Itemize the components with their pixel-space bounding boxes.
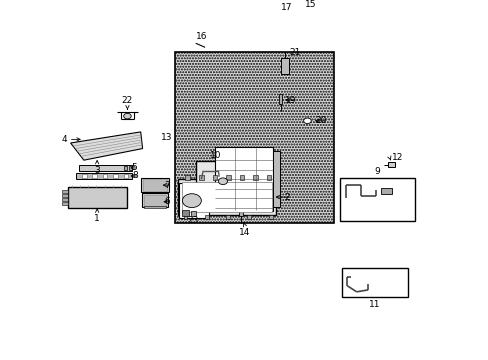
Bar — [226, 215, 229, 219]
Bar — [280, 58, 288, 74]
Bar — [273, 151, 280, 207]
Bar — [178, 179, 276, 215]
Text: 7: 7 — [164, 181, 169, 190]
Circle shape — [303, 118, 311, 123]
Bar — [239, 204, 243, 216]
Bar — [102, 174, 107, 179]
Bar — [62, 190, 68, 193]
Bar — [185, 175, 189, 180]
Bar — [76, 173, 132, 179]
Bar — [143, 195, 166, 206]
Text: 2: 2 — [284, 193, 289, 202]
Text: 14: 14 — [239, 228, 250, 237]
Bar — [381, 188, 391, 194]
Text: 21: 21 — [289, 48, 300, 57]
Text: 23: 23 — [187, 216, 198, 225]
Bar — [144, 206, 165, 208]
Polygon shape — [70, 132, 142, 160]
Text: 20: 20 — [314, 116, 326, 125]
Bar — [92, 174, 97, 179]
Text: 19: 19 — [284, 95, 296, 104]
Bar — [62, 202, 68, 204]
Bar — [175, 51, 333, 223]
Bar — [141, 178, 168, 192]
Bar — [226, 175, 230, 180]
Text: 8: 8 — [132, 171, 138, 180]
Text: 6: 6 — [164, 197, 169, 206]
Circle shape — [123, 113, 131, 119]
Bar — [82, 174, 86, 179]
Text: 16: 16 — [195, 32, 207, 41]
Bar — [247, 215, 251, 219]
Text: 5: 5 — [131, 163, 137, 172]
Bar — [199, 175, 203, 180]
Bar — [128, 166, 131, 170]
Bar — [214, 147, 273, 211]
Text: 3: 3 — [94, 166, 100, 175]
Bar — [266, 175, 271, 180]
Bar — [62, 194, 68, 197]
Bar — [113, 174, 118, 179]
Bar — [294, 0, 312, 15]
Bar — [183, 215, 187, 219]
Bar — [279, 94, 282, 104]
Bar — [387, 162, 394, 167]
Text: 1: 1 — [94, 214, 100, 223]
Bar — [268, 215, 272, 219]
Bar — [178, 183, 208, 218]
Text: 12: 12 — [391, 153, 402, 162]
Bar — [339, 177, 415, 221]
Bar — [204, 215, 208, 219]
Bar — [68, 187, 126, 208]
Text: 10: 10 — [209, 151, 221, 160]
Bar — [341, 268, 407, 297]
Bar — [79, 165, 132, 171]
Circle shape — [218, 178, 227, 185]
Bar — [123, 166, 126, 170]
Circle shape — [182, 194, 201, 208]
Bar — [142, 193, 168, 207]
Bar — [182, 183, 271, 212]
Text: 13: 13 — [161, 133, 173, 142]
Text: 17: 17 — [280, 3, 292, 12]
Text: 11: 11 — [368, 300, 380, 309]
Bar — [62, 198, 68, 201]
Bar — [123, 174, 128, 179]
Bar — [212, 175, 217, 180]
Text: 4: 4 — [61, 135, 67, 144]
Text: 9: 9 — [374, 167, 380, 176]
Text: 15: 15 — [304, 0, 316, 9]
Bar — [182, 210, 189, 216]
Bar — [195, 161, 235, 187]
Bar — [142, 179, 167, 191]
Bar — [239, 175, 244, 180]
Bar — [253, 175, 257, 180]
Bar — [190, 211, 196, 216]
Text: 22: 22 — [122, 96, 133, 105]
